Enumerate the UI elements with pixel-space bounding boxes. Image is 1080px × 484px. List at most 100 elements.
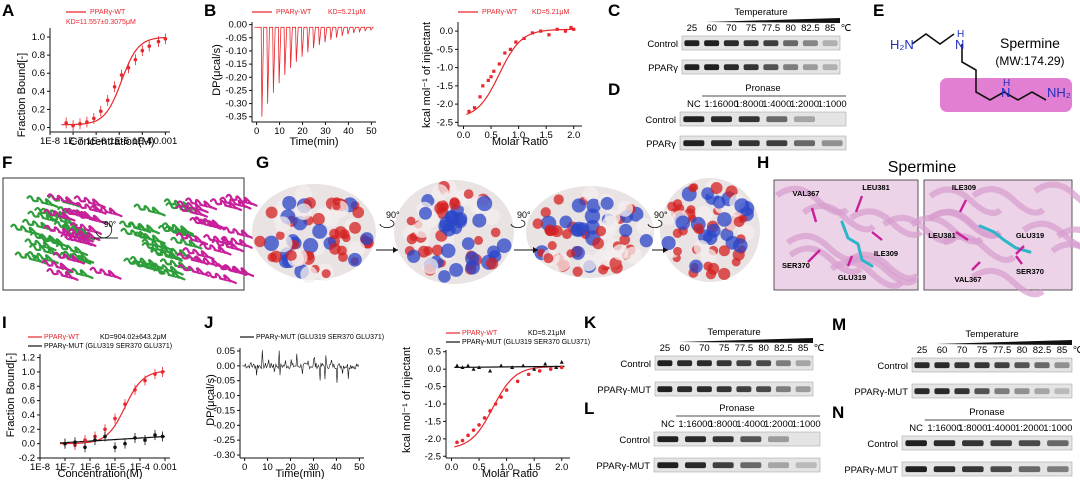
rotation-arrow-g [510,219,526,229]
surface-patch [672,199,683,209]
rotation-arrow-g [379,219,395,229]
rotation-label-g2: 90° [517,210,531,220]
y-tick-label-j1: -0.15 [213,405,235,416]
lane-label: 1:16000 [927,423,961,434]
fit-curve-i-wt [60,370,166,445]
surface-patch [406,216,416,226]
ribbon-helix [175,204,209,218]
surface-patch [270,250,283,263]
surface-patch [718,245,730,257]
y-tick-label-j1: -0.05 [213,376,235,387]
row-label: PPARγ [646,139,676,150]
data-point-a [126,65,131,70]
ribbon-helix [151,262,184,276]
surface-patch [302,238,319,254]
surface-patch [436,200,449,212]
ribbon-helix [61,207,95,221]
x-tick-label-i: 0.001 [153,462,177,473]
y-tick-label-b2: -2.5 [437,117,453,128]
lane-label: 80 [758,343,769,354]
surface-patch [490,227,501,238]
lane-label: 1:2000 [764,419,793,430]
blot-band [1054,388,1070,395]
blot-strip [901,435,1073,451]
x-tick-label-b1: 0 [254,126,259,137]
ribbon-helix [41,259,74,273]
panel-label-b: B [204,1,216,20]
blot-strip [654,381,814,397]
x-tick-label-j2: 2.0 [555,462,568,473]
helix-ribbon [941,233,1016,263]
x-tick-label-i: 1E-5 [105,462,125,473]
surface-patch [360,232,374,246]
surface-patch [598,264,609,275]
data-point-b2 [539,29,543,33]
lane-label: 60 [679,343,690,354]
ribbon-helix [29,231,63,245]
data-point-j2-mut [460,365,465,370]
data-point-a [112,84,117,89]
helix-ribbon [1050,241,1080,254]
blot-band [994,388,1010,395]
lane-label: 1:4000 [736,419,765,430]
lane-label: 1:2000 [1015,423,1044,434]
surface-patch [274,216,291,233]
panel-label-f: F [2,153,12,172]
ylabel-a: Fraction Bound[-] [16,53,28,137]
lane-label: 82.5 [801,23,820,34]
blot-band [822,40,838,47]
data-point-b2 [555,27,559,31]
xlabel-j2: Molar Ratio [482,468,538,479]
blot-band [716,386,732,393]
ribbon-helix [55,243,89,257]
ribbon-helix [43,224,76,238]
blot-band [962,466,984,473]
y-tick-label-b2: -1.0 [437,63,453,74]
data-point-a [71,123,75,128]
y-tick-label-j2: -0.5 [425,382,441,393]
data-point-j2-mut [543,361,548,366]
surface-patch [706,223,721,238]
surface-patch [348,252,362,267]
x-tick-label-b2: 1.0 [512,130,525,141]
x-tick-label-i: 1E-4 [130,462,150,473]
ribbon-helix [225,193,258,207]
surface-patch [275,231,285,240]
lane-label: 80 [1017,345,1028,356]
residue-stick [810,207,818,223]
blot-band [743,40,759,47]
blot-band [684,64,700,71]
x-tick-label-b2: 0.5 [484,130,497,141]
ribbon-helix [185,197,218,211]
y-tick-label-j1: -0.10 [213,391,235,402]
data-point-i [93,438,97,442]
legend-i2: PPARγ-MUT (GLU319 SER370 GLU371) [44,343,172,350]
helix-ribbon [970,267,1045,298]
data-point-b2 [481,84,485,88]
blot-band [736,360,752,367]
legend-b1: PPARγ-WT [276,9,312,16]
blot-band [743,64,759,71]
blot-band [767,436,790,443]
residue-label: LEU381 [928,231,956,240]
surface-patch [263,235,280,251]
chart-i-axes: 1E-8 1E-7 1E-6 1E-5 1E-4 0.001 -0.2 0.0 0.2 0.4 0.… [19,353,177,473]
xlabel-a: Concentration(M) [70,136,155,148]
surface-patch [592,237,604,250]
blot-band [1018,466,1041,473]
helix-ribbon [1055,226,1080,239]
kd-j2: KD=5.21μM [528,330,565,337]
surface-patch [449,197,460,207]
residue-stick [1015,255,1023,265]
residue-label: ILE309 [952,183,976,192]
lane-label: 1:8000 [709,419,738,430]
surface-patch [419,206,432,220]
ribbon-helix [203,234,236,247]
surface-patch [349,221,362,234]
blot-band [994,362,1010,369]
electrostatic-surfaces [252,178,760,284]
blot-band [795,386,811,393]
ribbon-helix [177,264,210,277]
